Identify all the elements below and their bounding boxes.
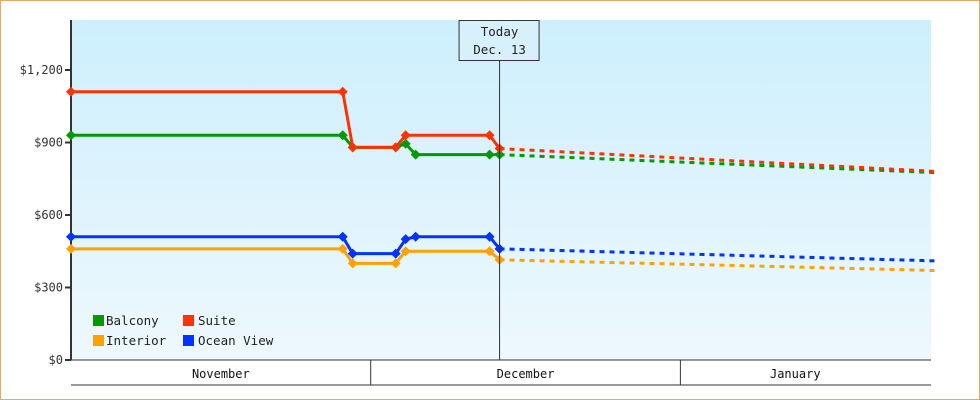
- data-point[interactable]: [484, 231, 495, 242]
- legend-item-ocean-view[interactable]: Ocean View: [183, 333, 274, 348]
- today-label: Today: [481, 24, 519, 39]
- month-label: November: [192, 367, 250, 381]
- plot-area: [71, 20, 931, 360]
- legend: Balcony Suite Interior Ocean View: [93, 313, 274, 348]
- month-label: December: [497, 367, 555, 381]
- legend-swatch: [183, 335, 194, 346]
- data-point[interactable]: [66, 231, 76, 242]
- today-box: [458, 20, 540, 61]
- legend-swatch: [183, 315, 194, 326]
- today-date: Dec. 13: [473, 42, 526, 57]
- data-point[interactable]: [410, 231, 421, 242]
- legend-label: Ocean View: [198, 333, 274, 348]
- data-point[interactable]: [66, 243, 76, 254]
- data-point[interactable]: [400, 138, 411, 149]
- y-tick-label: $600: [34, 208, 63, 222]
- y-tick-label: $300: [34, 281, 63, 295]
- y-tick-label: $0: [49, 353, 63, 367]
- legend-label: Interior: [106, 333, 167, 348]
- data-point[interactable]: [337, 86, 348, 97]
- legend-item-suite[interactable]: Suite: [183, 313, 236, 328]
- series-ocean-view: [66, 231, 938, 263]
- forecast-line: [499, 147, 938, 173]
- data-point[interactable]: [484, 149, 495, 160]
- legend-swatch: [93, 315, 104, 326]
- forecast-line: [499, 258, 938, 273]
- month-label: January: [770, 367, 821, 381]
- y-axis: $0 $300 $600 $900 $1,200: [20, 20, 72, 367]
- today-marker: Today Dec. 13: [458, 20, 540, 360]
- legend-label: Suite: [198, 313, 236, 328]
- x-axis: November December January: [71, 359, 931, 386]
- data-point[interactable]: [337, 130, 348, 141]
- data-point[interactable]: [484, 246, 495, 257]
- data-point[interactable]: [66, 130, 76, 141]
- forecast-line: [499, 153, 938, 175]
- data-point[interactable]: [347, 258, 358, 269]
- series-interior: [66, 243, 938, 273]
- y-tick-label: $900: [34, 136, 63, 150]
- data-point[interactable]: [400, 234, 411, 245]
- legend-item-balcony[interactable]: Balcony: [93, 313, 159, 328]
- data-point[interactable]: [484, 130, 495, 141]
- data-point[interactable]: [66, 86, 76, 97]
- data-point[interactable]: [337, 243, 348, 254]
- data-point[interactable]: [390, 142, 401, 153]
- series-layer: [66, 86, 938, 273]
- legend-label: Balcony: [106, 313, 159, 328]
- data-point[interactable]: [400, 246, 411, 257]
- data-point[interactable]: [400, 130, 411, 141]
- data-point[interactable]: [390, 248, 401, 259]
- y-tick-label: $1,200: [20, 63, 63, 77]
- data-point[interactable]: [337, 231, 348, 242]
- data-point[interactable]: [390, 258, 401, 269]
- data-point[interactable]: [410, 149, 421, 160]
- legend-item-interior[interactable]: Interior: [93, 333, 167, 348]
- data-point[interactable]: [347, 142, 358, 153]
- forecast-line: [499, 247, 938, 263]
- data-point[interactable]: [347, 248, 358, 259]
- legend-swatch: [93, 335, 104, 346]
